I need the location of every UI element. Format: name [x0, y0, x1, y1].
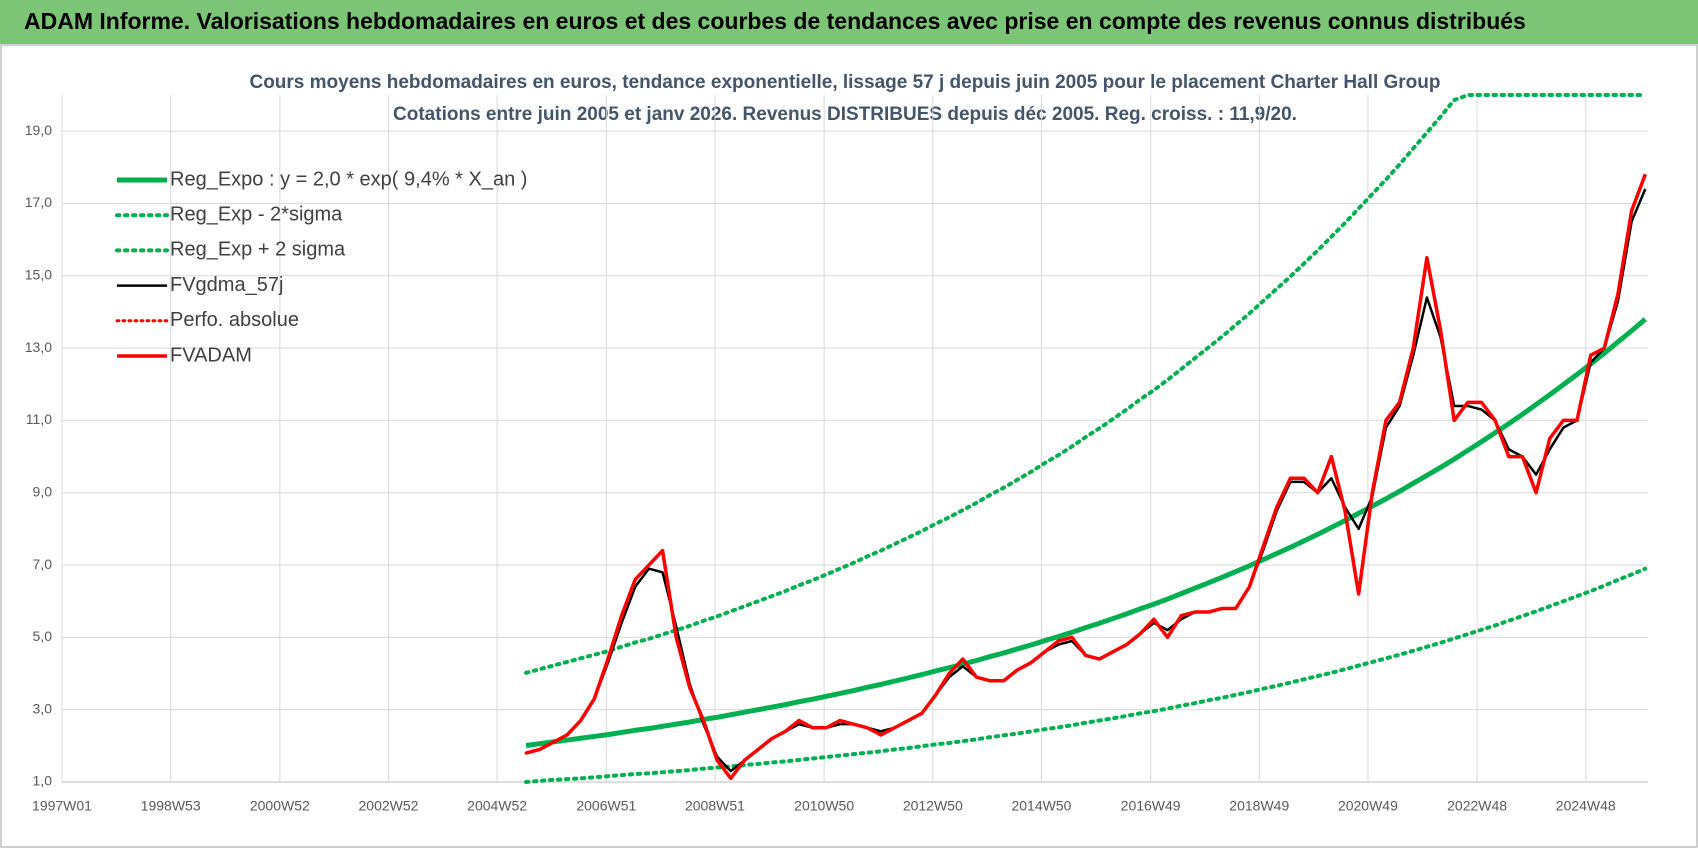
chart-subtitle: Cotations entre juin 2005 et janv 2026. … [393, 104, 1297, 125]
series-line [525, 173, 1647, 781]
series-line [524, 566, 1648, 784]
y-tick-label: 17,0 [25, 194, 52, 210]
series-line [525, 317, 1647, 748]
y-tick-label: 5,0 [33, 628, 53, 644]
chart-subtitle: Cours moyens hebdomadaires en euros, ten… [249, 72, 1440, 93]
y-tick-label: 13,0 [25, 339, 52, 355]
legend-label: Reg_Exp - 2*sigma [170, 203, 343, 225]
x-tick-label: 2012W50 [903, 798, 963, 814]
x-tick-label: 1998W53 [141, 798, 201, 814]
series-line [524, 93, 1648, 675]
x-tick-label: 2004W52 [467, 798, 527, 814]
legend-label: Reg_Exp + 2 sigma [170, 239, 346, 261]
x-tick-label: 2002W52 [359, 798, 419, 814]
x-tick-label: 2018W49 [1229, 798, 1289, 814]
x-tick-label: 2014W50 [1011, 798, 1071, 814]
x-tick-label: 2010W50 [794, 798, 854, 814]
y-tick-label: 11,0 [26, 411, 52, 427]
y-tick-label: 15,0 [25, 266, 52, 282]
y-tick-label: 1,0 [33, 773, 53, 789]
y-tick-label: 7,0 [33, 556, 53, 572]
x-tick-label: 2022W48 [1447, 798, 1507, 814]
legend-label: Perfo. absolue [170, 309, 299, 331]
chart-frame [0, 44, 1698, 848]
x-tick-label: 2006W51 [576, 798, 636, 814]
x-tick-label: 2008W51 [685, 798, 745, 814]
x-tick-label: 2016W49 [1121, 798, 1181, 814]
x-tick-label: 2024W48 [1556, 798, 1616, 814]
x-tick-label: 2000W52 [250, 798, 310, 814]
y-tick-label: 3,0 [33, 700, 53, 716]
y-tick-label: 9,0 [33, 483, 53, 499]
legend-label: Reg_Expo : y = 2,0 * exp( 9,4% * X_an ) [170, 168, 527, 190]
header-bar [0, 0, 1698, 44]
x-tick-label: 1997W01 [32, 798, 92, 814]
y-tick-label: 19,0 [25, 122, 52, 138]
chart-title: ADAM Informe. Valorisations hebdomadaire… [24, 8, 1526, 34]
legend-label: FVgdma_57j [170, 274, 283, 296]
x-tick-label: 2020W49 [1338, 798, 1398, 814]
legend-label: FVADAM [170, 344, 252, 366]
